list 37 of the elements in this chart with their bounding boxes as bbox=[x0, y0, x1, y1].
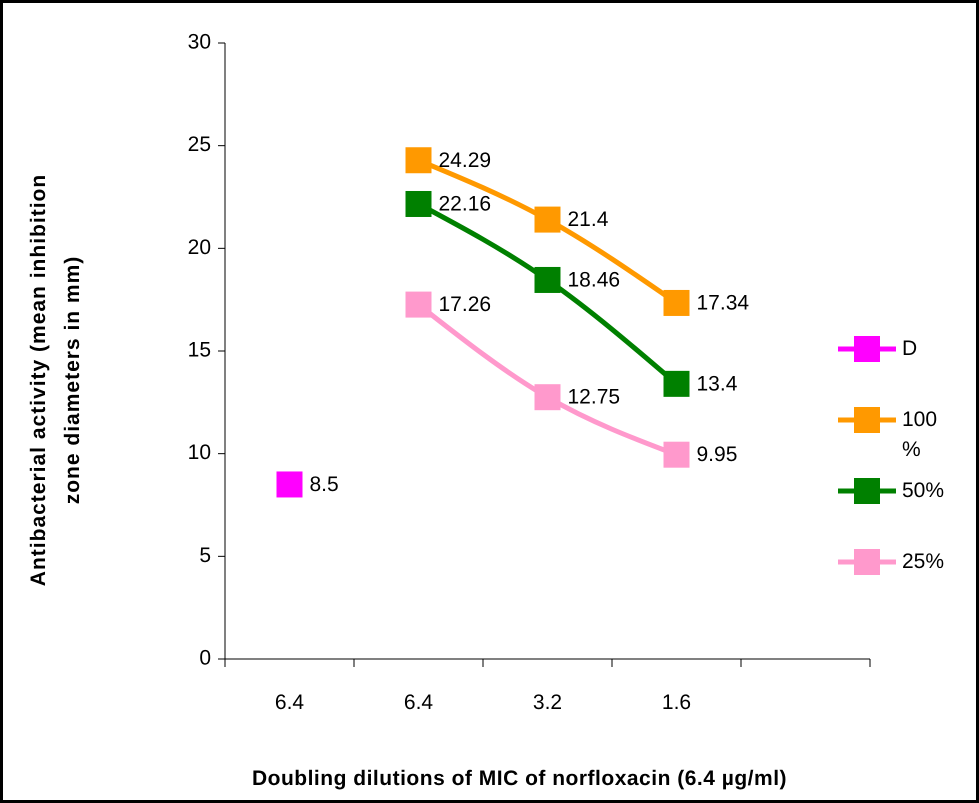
legend-label: 100 % bbox=[902, 408, 938, 461]
data-label: 17.34 bbox=[696, 292, 750, 314]
legend-label: D bbox=[902, 336, 918, 360]
point bbox=[534, 266, 560, 293]
y-axis-title: Antibacterial activity (mean inhibition zone diameters in mm) bbox=[27, 174, 84, 586]
data-label: 18.46 bbox=[568, 268, 620, 292]
point bbox=[406, 292, 432, 318]
x-axis-title: Doubling dilutions of MIC of norfloxacin (6.4 µg/ml) bbox=[252, 767, 788, 790]
point bbox=[664, 290, 690, 316]
data-label: 9.95 bbox=[696, 443, 738, 466]
point bbox=[534, 206, 560, 233]
data-label: 12.75 bbox=[568, 386, 620, 409]
data-label: 24.29 bbox=[438, 148, 492, 172]
point bbox=[406, 147, 432, 174]
data-label: 8.5 bbox=[310, 473, 339, 496]
y-tick-label: 20 bbox=[188, 236, 211, 259]
y-tick-label: 10 bbox=[188, 441, 211, 464]
legend-label: 25% bbox=[902, 550, 944, 573]
point bbox=[664, 370, 690, 397]
x-tick-label: 1.6 bbox=[662, 691, 692, 714]
legend-label: 50% bbox=[902, 478, 944, 502]
data-label: 13.4 bbox=[696, 372, 738, 396]
data-label: 22.16 bbox=[438, 192, 492, 216]
x-tick-label: 6.4 bbox=[404, 691, 434, 714]
x-tick-label: 3.2 bbox=[532, 691, 562, 714]
y-tick-label: 15 bbox=[188, 338, 211, 362]
y-tick-label: 0 bbox=[199, 646, 211, 670]
point bbox=[276, 471, 302, 498]
data-label: 17.26 bbox=[438, 293, 492, 316]
x-tick-label: 6.4 bbox=[274, 691, 304, 714]
data-label: 21.4 bbox=[568, 208, 609, 232]
point bbox=[664, 442, 690, 468]
y-tick-label: 5 bbox=[199, 544, 211, 567]
y-tick-label: 30 bbox=[188, 30, 211, 54]
y-tick-label: 25 bbox=[188, 133, 211, 156]
point bbox=[534, 384, 560, 410]
point bbox=[406, 190, 432, 217]
